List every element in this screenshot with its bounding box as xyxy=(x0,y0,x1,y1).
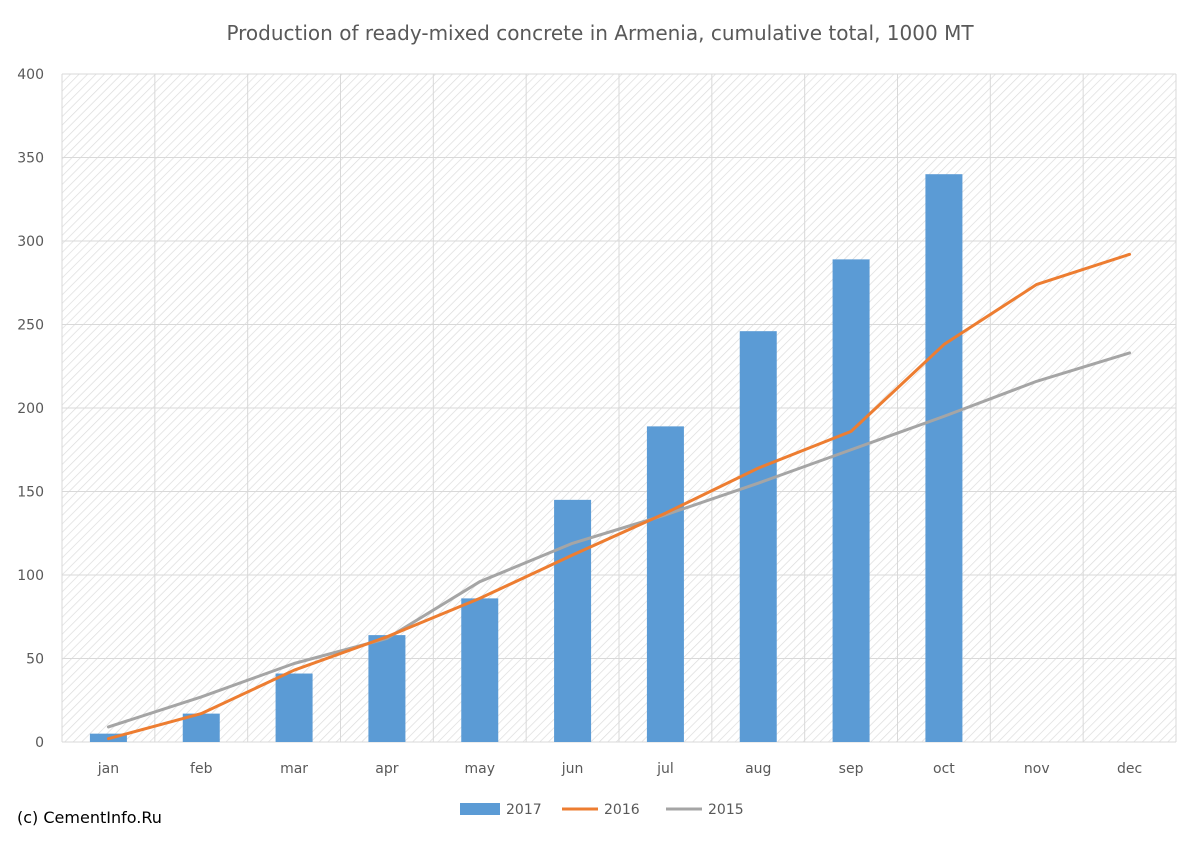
x-tick-label: may xyxy=(464,761,495,777)
line-series xyxy=(106,252,1132,741)
x-tick-label: jul xyxy=(656,761,674,777)
bar-2017-sep xyxy=(832,259,870,742)
legend-swatch-2017 xyxy=(460,803,500,815)
x-tick-label: jan xyxy=(97,761,119,777)
y-tick-label: 350 xyxy=(17,151,44,167)
y-tick-label: 250 xyxy=(17,318,44,334)
y-tick-label: 50 xyxy=(26,652,44,668)
y-tick-label: 150 xyxy=(17,485,44,501)
y-tick-label: 100 xyxy=(17,568,44,584)
y-tick-label: 400 xyxy=(17,67,44,83)
bar-2017-apr xyxy=(368,635,406,742)
gridlines xyxy=(61,73,1177,743)
bar-2017-jul xyxy=(646,426,684,742)
x-tick-label: jun xyxy=(561,761,584,777)
x-tick-label: oct xyxy=(933,761,955,777)
bar-2017-jun xyxy=(554,499,592,742)
legend: 2017 2016 2015 xyxy=(460,802,744,818)
x-tick-label: sep xyxy=(839,761,864,777)
bar-2017-may xyxy=(461,598,499,742)
line-series-2016 xyxy=(106,252,1132,741)
y-tick-label: 300 xyxy=(17,234,44,250)
bar-2017-oct xyxy=(925,174,963,742)
x-tick-label: aug xyxy=(745,761,771,777)
y-axis-tick-labels: 0 50 100 150 200 250 300 350 400 xyxy=(17,67,44,751)
x-tick-label: apr xyxy=(375,761,398,777)
x-axis-tick-labels: jan feb mar apr may jun jul aug sep oct nov dec xyxy=(97,761,1142,777)
bar-2017-mar xyxy=(275,673,313,742)
bar-series xyxy=(89,174,963,742)
x-tick-label: nov xyxy=(1024,761,1050,777)
x-tick-label: dec xyxy=(1117,761,1142,777)
x-tick-label: feb xyxy=(190,761,213,777)
legend-label-2016: 2016 xyxy=(604,802,640,818)
line-series-2015 xyxy=(106,351,1132,729)
legend-label-2015: 2015 xyxy=(708,802,744,818)
chart-title: Production of ready-mixed concrete in Ar… xyxy=(226,21,974,45)
copyright-text: (c) CementInfo.Ru xyxy=(17,808,162,827)
x-tick-label: mar xyxy=(280,761,308,777)
legend-label-2017: 2017 xyxy=(506,802,542,818)
y-tick-label: 0 xyxy=(35,735,44,751)
y-tick-label: 200 xyxy=(17,401,44,417)
bar-2017-aug xyxy=(739,331,777,742)
